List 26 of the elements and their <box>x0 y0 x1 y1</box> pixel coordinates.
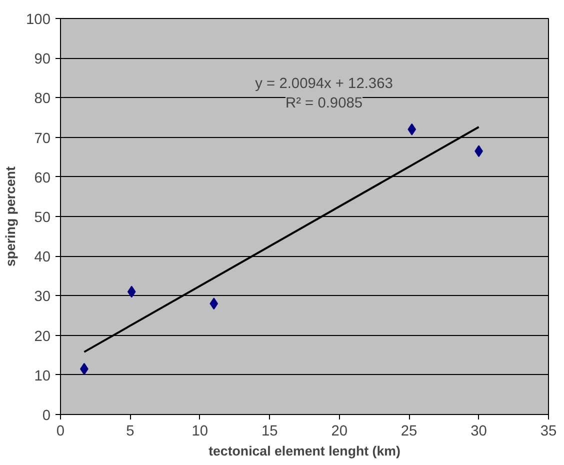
y-tick-label: 0 <box>42 408 51 424</box>
x-tick-label: 15 <box>261 424 278 440</box>
x-tick-label: 25 <box>400 424 418 440</box>
point <box>127 286 136 298</box>
y-tick-label: 30 <box>34 289 51 306</box>
annotation: y = 2.0094x + 12.363 <box>255 76 393 92</box>
x-tick-label: 0 <box>56 424 65 440</box>
y-tick-label: 50 <box>34 210 51 226</box>
y-tick-label: 90 <box>34 52 51 68</box>
y-tick-label: 70 <box>34 130 51 147</box>
x-tick-label: 30 <box>470 424 487 440</box>
x-tick-label: 10 <box>192 424 208 440</box>
x-axis-title: tectonical element lenght (km) <box>208 444 400 458</box>
y-axis-title: spering percent <box>3 166 18 266</box>
point <box>408 123 416 136</box>
y-tick-label: 60 <box>34 170 51 186</box>
y-tick-label: 20 <box>34 328 51 345</box>
y-tick-label: 100 <box>26 12 51 28</box>
y-tick-label: 80 <box>34 91 51 108</box>
y-tick-label: 10 <box>34 368 51 384</box>
annotation: R² = 0.9085 <box>286 96 363 112</box>
x-tick-label: 35 <box>540 424 557 440</box>
y-tick-label: 40 <box>34 250 51 266</box>
x-tick-label: 20 <box>331 424 348 440</box>
x-tick-label: 5 <box>126 424 134 440</box>
point <box>210 298 218 310</box>
